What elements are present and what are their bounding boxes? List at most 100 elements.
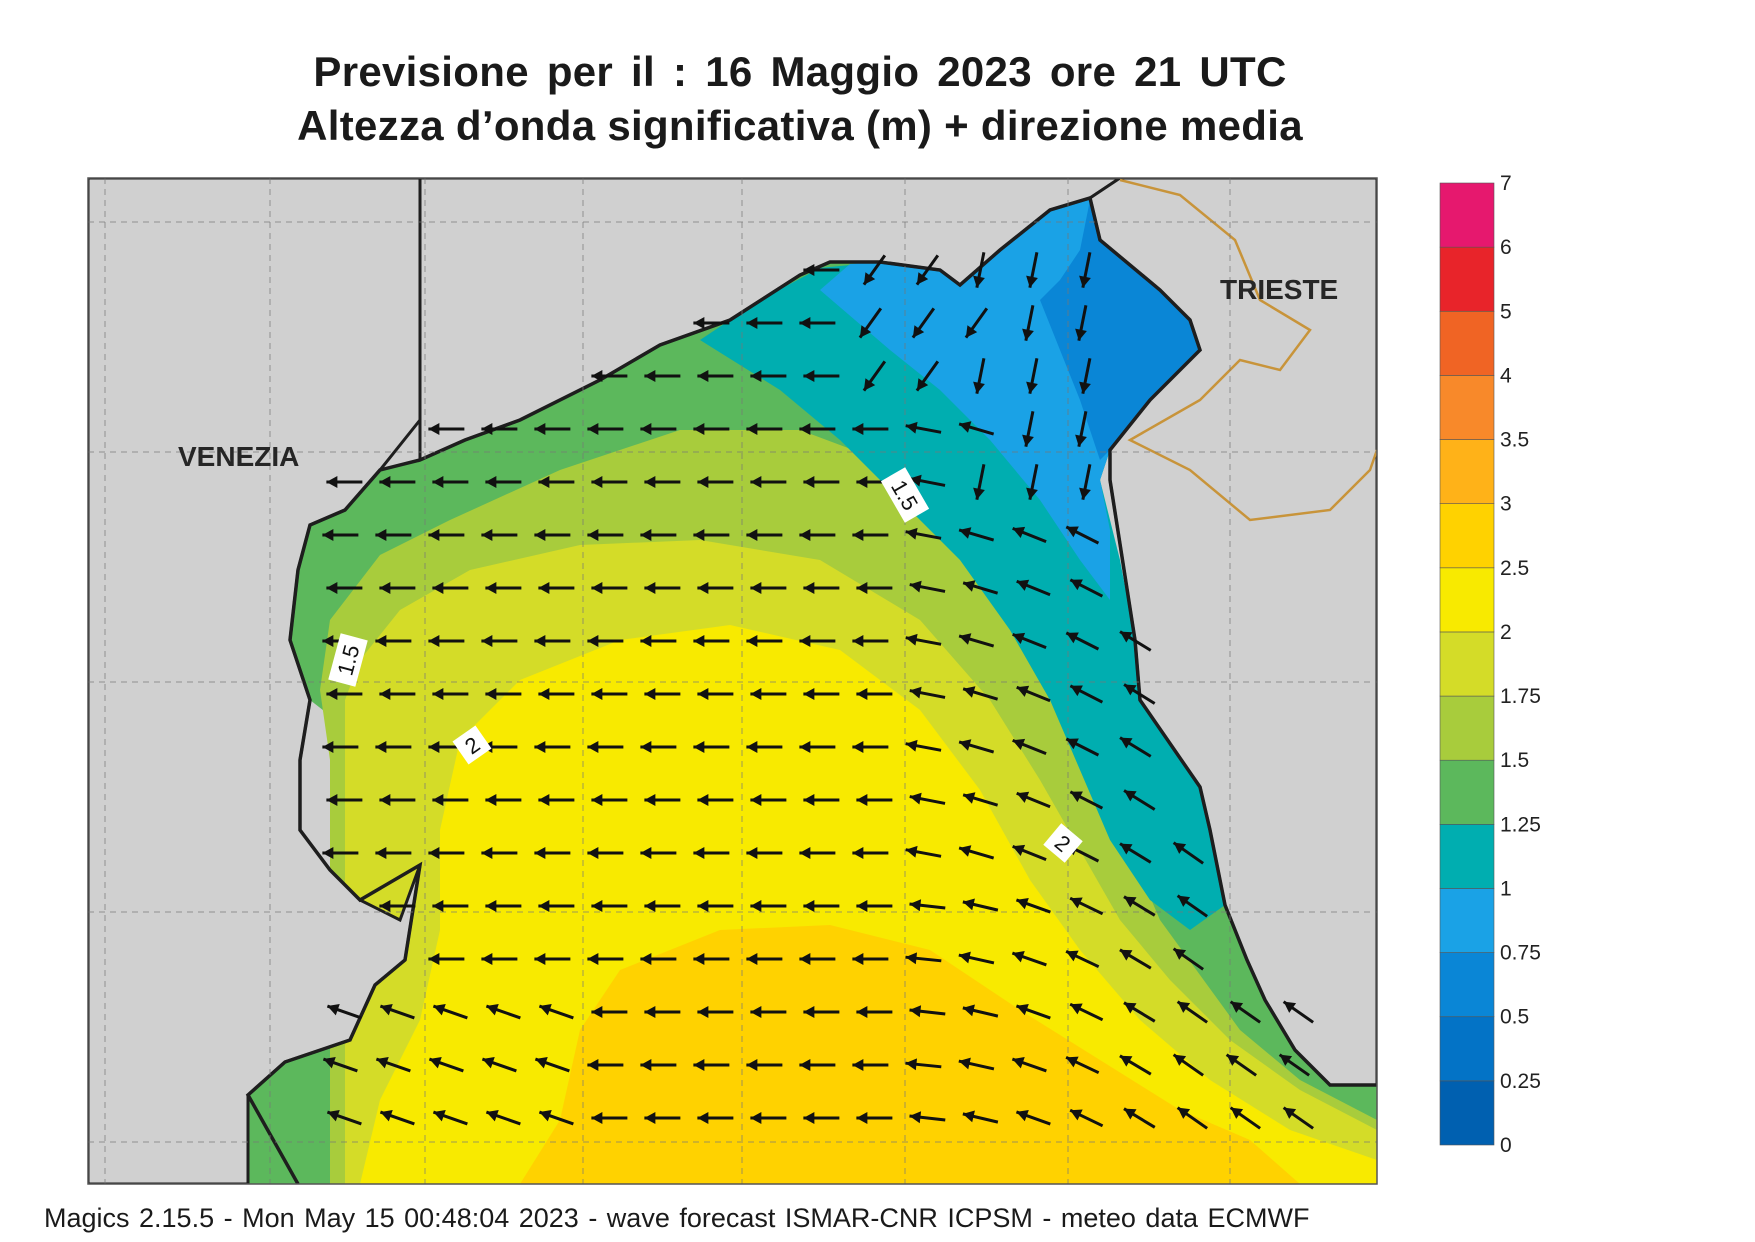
wave-arrow (909, 792, 946, 805)
wave-arrow (481, 847, 518, 859)
wave-arrow (746, 635, 783, 647)
wave-arrow (909, 580, 946, 593)
wave-arrow (326, 688, 363, 700)
wave-arrow (1069, 1002, 1104, 1022)
wave-arrow (856, 582, 893, 594)
wave-arrow (379, 1004, 415, 1020)
wave-arrow (852, 741, 889, 753)
wave-arrow (909, 474, 946, 487)
wave-arrow (750, 1006, 787, 1018)
wave-arrow (326, 582, 363, 594)
wave-arrow (915, 360, 940, 392)
wave-arrow (1123, 1001, 1156, 1023)
wave-arrow (379, 476, 416, 488)
wave-arrow (640, 741, 677, 753)
map-title-line2: Altezza d’onda significativa (m) + direz… (297, 102, 1303, 149)
wave-arrow (428, 529, 465, 541)
wave-arrow (1012, 844, 1047, 862)
wave-arrow (322, 1057, 358, 1073)
wave-arrow (693, 953, 730, 965)
map-title-line1: Previsione per il : 16 Maggio 2023 ore 2… (313, 48, 1287, 95)
wave-arrow (1282, 1000, 1314, 1024)
wave-arrow (485, 582, 522, 594)
wave-arrow (1069, 790, 1104, 810)
wave-arrow (799, 1059, 836, 1071)
legend-tick-label: 7 (1500, 172, 1512, 195)
wave-arrow (481, 953, 518, 965)
wave-arrow (1123, 683, 1156, 705)
wave-arrow (915, 254, 940, 286)
wave-arrow (485, 794, 522, 806)
legend-tick-label: 0.25 (1500, 1070, 1541, 1093)
wave-arrow (1229, 1106, 1261, 1130)
wave-arrow (1065, 1055, 1100, 1075)
wave-arrow (905, 952, 942, 965)
wave-arrow (481, 423, 518, 435)
wave-arrow (428, 847, 465, 859)
wave-arrow (587, 529, 624, 541)
wave-arrow (1229, 1000, 1261, 1024)
wave-arrow (1079, 252, 1092, 288)
wave-arrow (534, 741, 571, 753)
wave-arrow (591, 900, 628, 912)
legend-swatch (1439, 631, 1495, 697)
wave-arrow (1172, 841, 1204, 865)
wave-arrow (1079, 358, 1092, 394)
wave-arrow (538, 582, 575, 594)
wave-arrow (746, 1059, 783, 1071)
wave-arrow (856, 688, 893, 700)
contour-label-2-west: 2 (452, 725, 492, 765)
graticule (88, 178, 1377, 1184)
wave-arrow (481, 635, 518, 647)
wave-arrow (1069, 1108, 1104, 1128)
wave-arrow (962, 686, 999, 701)
wave-arrow (538, 1004, 574, 1020)
wave-arrow (1016, 685, 1051, 703)
wave-arrow (322, 847, 359, 859)
wave-arrow (962, 1110, 999, 1124)
wave-arrow (1065, 631, 1100, 651)
wave-arrow (1015, 1003, 1051, 1020)
wave-arrow (1015, 1109, 1051, 1126)
wave-arrow (481, 1057, 517, 1073)
wave-arrow (428, 423, 465, 435)
legend-tick-label: 5 (1500, 300, 1512, 323)
wave-arrow (379, 900, 416, 912)
wave-arrow (693, 635, 730, 647)
wave-arrow (1065, 949, 1100, 969)
legend-swatch (1439, 695, 1495, 761)
legend-swatch (1439, 759, 1495, 825)
wave-arrow (375, 529, 412, 541)
wave-arrow (799, 635, 836, 647)
wave-arrow (432, 900, 469, 912)
wave-arrow (644, 688, 681, 700)
wave-arrow (1225, 1053, 1257, 1077)
wave-arrow (799, 529, 836, 541)
wave-arrow (697, 476, 734, 488)
city-label-venezia: VENEZIA (178, 441, 299, 472)
wave-arrow (640, 953, 677, 965)
wave-arrow (485, 900, 522, 912)
wave-arrow (693, 741, 730, 753)
wave-arrow (379, 688, 416, 700)
wave-arrow (1016, 791, 1051, 809)
wave-arrow (481, 529, 518, 541)
wave-arrow (856, 1112, 893, 1124)
wave-arrow (587, 741, 624, 753)
wave-arrow (379, 1110, 415, 1126)
wave-arrow (534, 953, 571, 965)
wave-arrow (591, 794, 628, 806)
legend-tick-label: 1.5 (1500, 749, 1529, 772)
legend-swatch (1439, 439, 1495, 504)
wave-arrow (644, 900, 681, 912)
wave-arrow (905, 633, 942, 646)
legend-tick-label: 6 (1500, 236, 1512, 259)
wave-arrow (803, 264, 840, 276)
sea-band-0.5-0.75 (1040, 200, 1200, 460)
wave-arrow (1172, 1053, 1204, 1077)
wave-arrow (697, 1006, 734, 1018)
wave-arrow (1123, 789, 1156, 811)
wave-arrow (379, 582, 416, 594)
wave-arrow (640, 635, 677, 647)
